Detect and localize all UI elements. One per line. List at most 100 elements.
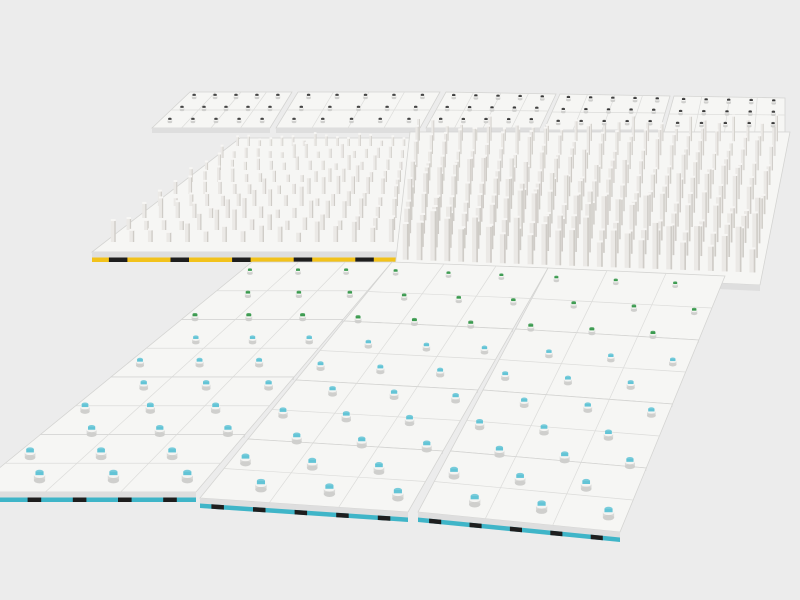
right-tower-top xyxy=(529,129,533,132)
left-tower-top xyxy=(360,159,364,162)
front-stud-color-top xyxy=(437,367,444,371)
right-tower-face xyxy=(413,141,418,168)
back-stud-color-top xyxy=(725,110,729,112)
right-tower-top xyxy=(636,174,641,177)
left-tower-shade xyxy=(381,196,383,206)
left-tower-top xyxy=(308,158,312,161)
left-tower-top xyxy=(189,167,193,170)
back-stud-color-top xyxy=(255,93,259,96)
right-tower-face xyxy=(652,222,659,269)
left-tower-top xyxy=(157,189,162,192)
left-tower-top xyxy=(314,169,318,172)
front-stud-color-top xyxy=(256,478,266,483)
right-tower-top xyxy=(570,146,574,149)
left-tower-face xyxy=(277,185,281,194)
front-stud-foot xyxy=(588,331,596,336)
back-stud-color-top xyxy=(420,93,425,96)
front-stud-color-top xyxy=(605,429,612,433)
right-tower-shade xyxy=(665,186,667,213)
left-tower-shade xyxy=(239,193,241,206)
front-stud-foot xyxy=(107,477,120,484)
front-stud-foot xyxy=(401,297,408,301)
right-tower-shade xyxy=(526,161,528,196)
right-tower-face xyxy=(686,135,690,156)
left-tower-top xyxy=(236,135,239,138)
left-tower-face xyxy=(158,197,164,218)
left-tower-shade xyxy=(274,170,276,182)
right-tower-top xyxy=(684,147,688,150)
back-stud-color-top xyxy=(214,117,218,120)
right-tower-shade xyxy=(490,226,492,263)
front-stud-foot xyxy=(494,452,505,458)
front-stud-color-top xyxy=(406,414,413,419)
back-stud-foot xyxy=(561,110,566,114)
right-tower-face xyxy=(600,133,605,155)
front-stud-foot xyxy=(613,282,619,286)
back-stud-color-top xyxy=(675,121,680,124)
right-tower-top xyxy=(735,224,742,227)
left-tower-shade xyxy=(258,147,260,158)
left-tower-top xyxy=(328,166,332,169)
front-stud-foot xyxy=(669,362,677,367)
left-tower-top xyxy=(342,199,347,202)
right-tower-shade xyxy=(453,196,455,222)
right-tower-shade xyxy=(591,191,593,239)
left-tower-face xyxy=(192,203,197,218)
right-tower-shade xyxy=(426,172,428,208)
right-tower-shade xyxy=(774,126,776,156)
back-stud-color-top xyxy=(474,94,478,96)
right-tower-shade xyxy=(581,180,583,211)
back-stud-foot xyxy=(212,96,218,100)
right-tower-face xyxy=(617,121,621,141)
left-tower-shade xyxy=(281,226,283,242)
right-tower-shade xyxy=(443,156,445,181)
right-tower-top xyxy=(732,173,738,176)
right-tower-face xyxy=(735,226,742,272)
right-tower-top xyxy=(449,195,455,198)
left-tower-shade xyxy=(191,168,193,182)
left-tower-top xyxy=(369,133,372,136)
right-tower-shade xyxy=(587,152,589,169)
front-stud-foot xyxy=(295,294,302,299)
right-tower-shade xyxy=(507,197,509,237)
left-tower-shade xyxy=(244,230,246,242)
right-tower-top xyxy=(405,199,412,202)
right-tower-top xyxy=(423,171,428,174)
left-tower-top xyxy=(286,172,290,175)
left-tower-shade xyxy=(318,221,320,242)
back-stud-color-top xyxy=(602,119,606,122)
front-stud-foot xyxy=(305,340,313,345)
right-tower-top xyxy=(606,177,611,180)
right-tower-top xyxy=(558,133,562,136)
left-tower-shade xyxy=(261,205,264,218)
right-tower-top xyxy=(629,134,633,137)
right-tower-shade xyxy=(556,158,558,183)
front-stud-color-top xyxy=(347,290,353,293)
right-tower-top xyxy=(574,119,578,122)
right-tower-top xyxy=(648,190,653,193)
right-tower-top xyxy=(582,147,587,150)
right-tower-top xyxy=(681,152,686,155)
right-tower-face xyxy=(531,127,535,141)
left-tower-face xyxy=(378,196,383,206)
right-tower-top xyxy=(763,169,768,172)
right-tower-shade xyxy=(579,194,581,225)
left-tower-top xyxy=(232,149,236,152)
left-tower-shade xyxy=(233,159,234,170)
right-tower-shade xyxy=(644,229,647,255)
front-stud-color-top xyxy=(393,487,402,492)
right-tower-top xyxy=(437,165,442,168)
left-tower-face xyxy=(292,143,296,158)
left-tower-face xyxy=(304,143,308,158)
left-tower-shade xyxy=(219,167,221,182)
right-tower-top xyxy=(429,133,433,136)
right-tower-shade xyxy=(728,224,731,257)
right-tower-top xyxy=(461,211,467,214)
right-tower-shade xyxy=(691,116,693,142)
left-tower-face xyxy=(142,203,147,218)
right-tower-face xyxy=(709,169,714,185)
left-tower-top xyxy=(230,166,235,169)
front-stud-color-top xyxy=(365,339,372,343)
right-tower-face xyxy=(678,179,684,199)
left-tower-shade xyxy=(306,143,308,158)
